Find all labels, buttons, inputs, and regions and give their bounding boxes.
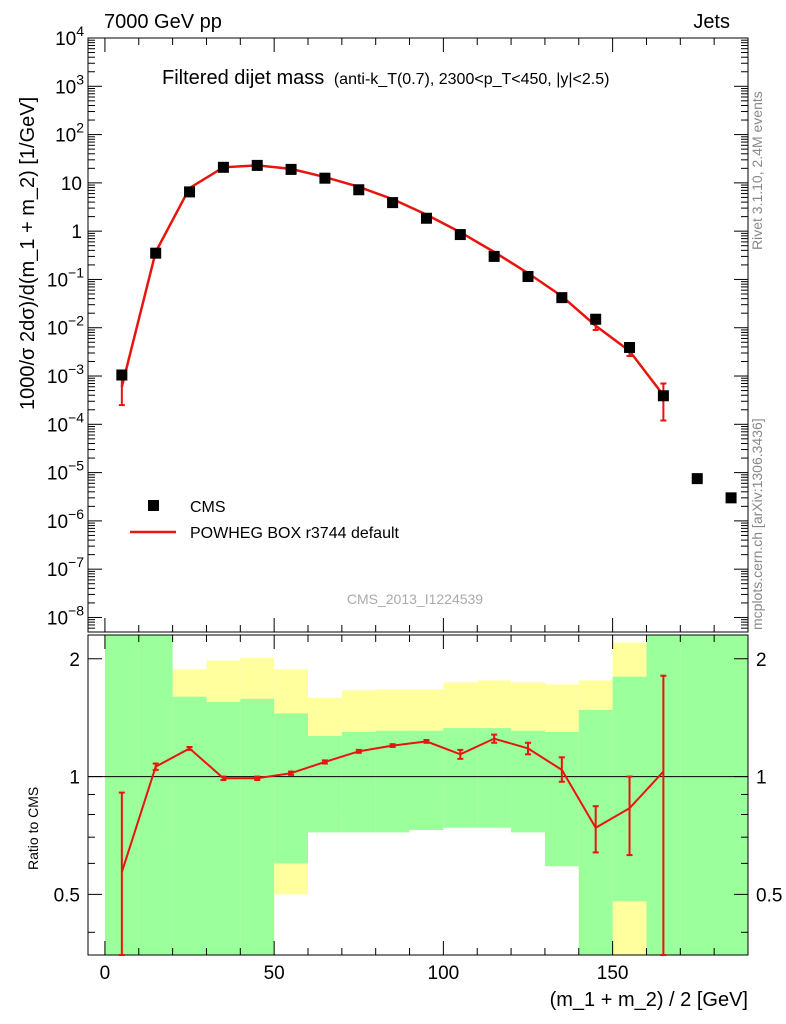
energy-label: 7000 GeV pp bbox=[104, 11, 222, 33]
ratio-y-tick-label: 0.5 bbox=[54, 885, 80, 906]
y-tick-label: 10−4 bbox=[47, 409, 84, 436]
y-tick-label: 10−7 bbox=[47, 554, 84, 581]
ratio-panel: 0 50 100 150 0.5 0.5 1 1 2 2 bbox=[54, 634, 782, 984]
y-tick-label: 10−1 bbox=[47, 264, 84, 291]
y-tick-label: 103 bbox=[55, 71, 84, 98]
cms-data-point bbox=[285, 163, 297, 175]
legend-mc-label: POWHEG BOX r3744 default bbox=[190, 525, 400, 542]
ratio-frame-border bbox=[87, 634, 749, 956]
x-tick-label: 50 bbox=[264, 963, 285, 984]
band-green-bin bbox=[341, 731, 376, 833]
y-tick-label: 10−8 bbox=[47, 602, 84, 629]
y-tick-label: 102 bbox=[55, 120, 84, 147]
y-tick-label: 10−5 bbox=[47, 458, 84, 485]
cms-data-point bbox=[590, 313, 602, 325]
band-green-bin bbox=[308, 735, 342, 833]
legend: CMS POWHEG BOX r3744 default bbox=[130, 499, 400, 542]
cms-data-point bbox=[217, 161, 229, 173]
cms-data-point bbox=[184, 186, 196, 198]
cms-data-point bbox=[454, 229, 466, 241]
band-green-bin bbox=[206, 702, 241, 955]
band-green-bin bbox=[443, 728, 478, 828]
chart-title-main: Filtered dijet mass bbox=[162, 67, 324, 89]
y-tick-label: 10−2 bbox=[47, 313, 84, 340]
y-tick-label: 10 bbox=[61, 174, 82, 195]
cms-data-point bbox=[624, 341, 636, 353]
rivet-label: Rivet 3.1.10, 2.4M events bbox=[749, 91, 765, 250]
ratio-y-axis-label: Ratio to CMS bbox=[25, 787, 41, 870]
cms-data-point bbox=[556, 292, 568, 304]
watermark: CMS_2013_I1224539 bbox=[347, 591, 483, 607]
y-tick-label: 10−6 bbox=[47, 506, 84, 533]
band-green-bin bbox=[274, 713, 308, 864]
mcplots-label: mcplots.cern.ch [arXiv:1306.3436] bbox=[749, 418, 765, 630]
legend-cms-marker bbox=[148, 500, 159, 511]
main-panel: 10410310210110−110−210−310−410−510−610−7… bbox=[47, 23, 749, 633]
cms-data-point bbox=[420, 212, 432, 224]
x-tick-label: 100 bbox=[428, 963, 460, 984]
band-green-bin bbox=[240, 698, 275, 955]
y-tick-label: 10−3 bbox=[47, 361, 84, 388]
process-label: Jets bbox=[693, 11, 730, 33]
x-axis-label: (m_1 + m_2) / 2 [GeV] bbox=[550, 989, 748, 1011]
y-tick-label: 104 bbox=[55, 23, 84, 50]
cms-data-point bbox=[116, 369, 128, 381]
ratio-y-tick-label: 1 bbox=[69, 768, 80, 789]
band-green-bin bbox=[138, 635, 173, 955]
ratio-y-tick-label-right: 0.5 bbox=[756, 885, 782, 906]
x-tick-label: 0 bbox=[100, 963, 111, 984]
chart-title: Filtered dijet mass (anti-k_T(0.7), 2300… bbox=[162, 67, 609, 89]
x-tick-label: 150 bbox=[597, 963, 629, 984]
main-frame-border bbox=[87, 37, 749, 633]
y-tick-label: 1 bbox=[71, 222, 82, 243]
band-green-bin bbox=[409, 730, 444, 831]
chart-title-sub: (anti-k_T(0.7), 2300<p_T<450, |y|<2.5) bbox=[334, 71, 610, 88]
main-y-axis-label: 1000/σ 2dσ)/d(m_1 + m_2) [1/GeV] bbox=[17, 97, 39, 410]
band-green-bin bbox=[680, 635, 748, 955]
cms-data-point bbox=[657, 390, 669, 402]
cms-data-point bbox=[319, 172, 331, 184]
band-green-bin bbox=[172, 696, 207, 955]
cms-data-point bbox=[150, 247, 162, 259]
band-green-bin bbox=[544, 731, 579, 867]
cms-data-point bbox=[251, 159, 263, 171]
ratio-y-tick-label: 2 bbox=[69, 650, 80, 671]
cms-data-point bbox=[387, 197, 399, 209]
cms-data-point bbox=[522, 271, 534, 283]
cms-data-point bbox=[353, 184, 365, 196]
ratio-y-tick-label-right: 2 bbox=[756, 650, 767, 671]
cms-data-point bbox=[725, 492, 737, 504]
cms-data-point bbox=[488, 250, 500, 262]
ratio-y-tick-label-right: 1 bbox=[756, 768, 767, 789]
cms-data-point bbox=[691, 473, 703, 485]
legend-cms-label: CMS bbox=[190, 499, 226, 516]
